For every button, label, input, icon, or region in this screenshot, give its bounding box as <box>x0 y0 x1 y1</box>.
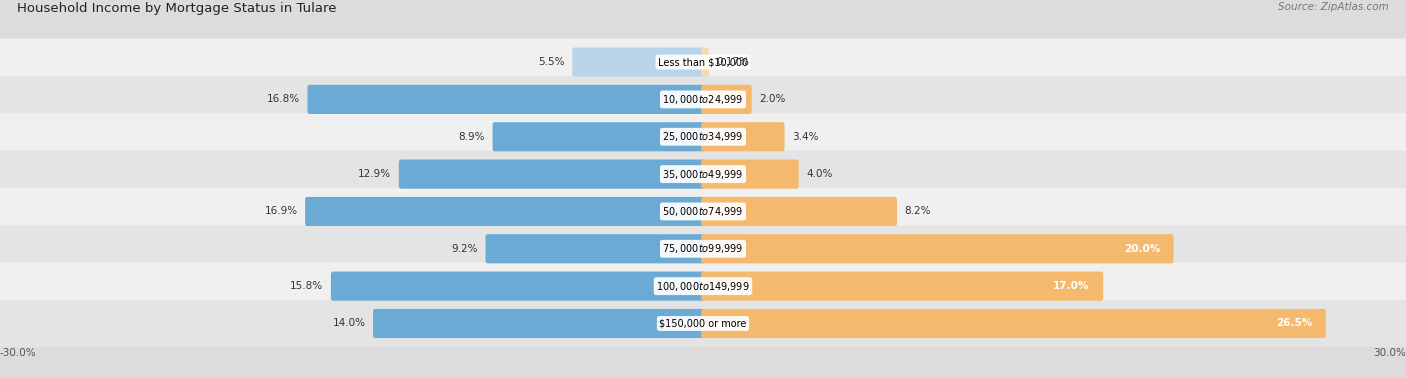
FancyBboxPatch shape <box>702 122 785 151</box>
Text: 8.2%: 8.2% <box>904 206 931 217</box>
Text: 14.0%: 14.0% <box>333 319 366 328</box>
FancyBboxPatch shape <box>0 263 1406 310</box>
FancyBboxPatch shape <box>399 160 704 189</box>
FancyBboxPatch shape <box>0 113 1406 160</box>
Text: 12.9%: 12.9% <box>359 169 391 179</box>
Text: $35,000 to $49,999: $35,000 to $49,999 <box>662 167 744 181</box>
Text: 26.5%: 26.5% <box>1277 319 1312 328</box>
Text: 0.17%: 0.17% <box>716 57 749 67</box>
Text: 16.9%: 16.9% <box>264 206 298 217</box>
FancyBboxPatch shape <box>702 271 1104 301</box>
FancyBboxPatch shape <box>702 234 1174 263</box>
Text: $10,000 to $24,999: $10,000 to $24,999 <box>662 93 744 106</box>
FancyBboxPatch shape <box>0 188 1406 235</box>
Text: $75,000 to $99,999: $75,000 to $99,999 <box>662 242 744 255</box>
FancyBboxPatch shape <box>702 197 897 226</box>
FancyBboxPatch shape <box>373 309 704 338</box>
Text: 9.2%: 9.2% <box>451 244 478 254</box>
FancyBboxPatch shape <box>702 160 799 189</box>
FancyBboxPatch shape <box>492 122 704 151</box>
FancyBboxPatch shape <box>0 225 1406 272</box>
Text: Less than $10,000: Less than $10,000 <box>658 57 748 67</box>
Text: 17.0%: 17.0% <box>1053 281 1090 291</box>
FancyBboxPatch shape <box>702 48 709 77</box>
Text: $25,000 to $34,999: $25,000 to $34,999 <box>662 130 744 143</box>
FancyBboxPatch shape <box>702 85 752 114</box>
Text: $100,000 to $149,999: $100,000 to $149,999 <box>657 280 749 293</box>
Text: 5.5%: 5.5% <box>538 57 565 67</box>
Text: 4.0%: 4.0% <box>806 169 832 179</box>
FancyBboxPatch shape <box>572 48 704 77</box>
FancyBboxPatch shape <box>305 197 704 226</box>
Text: 8.9%: 8.9% <box>458 132 485 142</box>
Text: Household Income by Mortgage Status in Tulare: Household Income by Mortgage Status in T… <box>17 2 336 15</box>
Text: $50,000 to $74,999: $50,000 to $74,999 <box>662 205 744 218</box>
Text: 2.0%: 2.0% <box>759 94 786 104</box>
Text: 20.0%: 20.0% <box>1123 244 1160 254</box>
FancyBboxPatch shape <box>0 76 1406 123</box>
FancyBboxPatch shape <box>0 39 1406 85</box>
FancyBboxPatch shape <box>330 271 704 301</box>
FancyBboxPatch shape <box>702 309 1326 338</box>
Text: 16.8%: 16.8% <box>267 94 299 104</box>
Text: 15.8%: 15.8% <box>290 281 323 291</box>
Text: 3.4%: 3.4% <box>792 132 818 142</box>
Text: -30.0%: -30.0% <box>0 348 37 358</box>
FancyBboxPatch shape <box>0 300 1406 347</box>
FancyBboxPatch shape <box>0 150 1406 198</box>
FancyBboxPatch shape <box>485 234 704 263</box>
Text: $150,000 or more: $150,000 or more <box>659 319 747 328</box>
Text: Source: ZipAtlas.com: Source: ZipAtlas.com <box>1278 2 1389 12</box>
FancyBboxPatch shape <box>308 85 704 114</box>
Text: 30.0%: 30.0% <box>1374 348 1406 358</box>
